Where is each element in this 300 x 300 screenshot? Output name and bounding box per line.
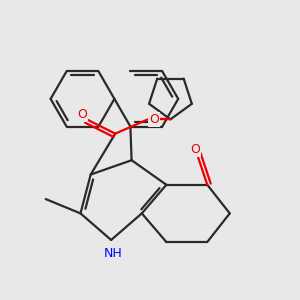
Text: O: O bbox=[190, 143, 200, 156]
Text: O: O bbox=[78, 108, 88, 121]
Text: O: O bbox=[149, 113, 159, 126]
Text: NH: NH bbox=[104, 247, 123, 260]
